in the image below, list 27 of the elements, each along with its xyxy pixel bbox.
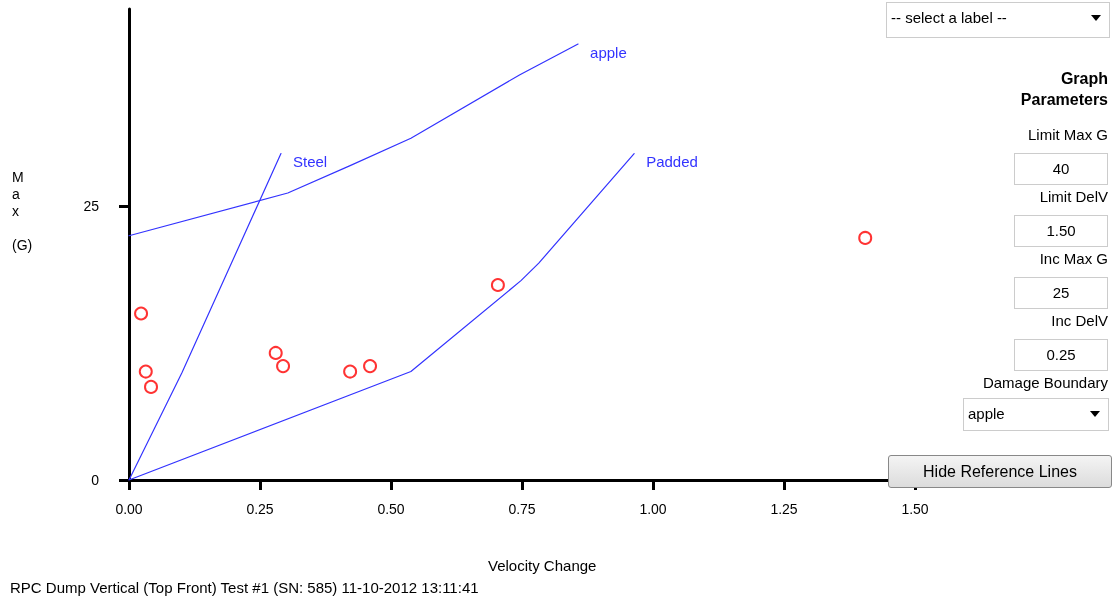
x-tick-label: 0.75 bbox=[508, 501, 536, 517]
series-label: Padded bbox=[646, 153, 698, 171]
x-axis-title: Velocity Change bbox=[488, 557, 597, 574]
x-tick-label: 1.25 bbox=[770, 501, 798, 517]
text: Limit Max G bbox=[1027, 126, 1108, 143]
x-tick-label: 0.00 bbox=[115, 501, 143, 517]
text: apple bbox=[963, 398, 1109, 431]
text: Hide Reference Lines bbox=[888, 455, 1112, 488]
text: Inc DelV bbox=[1051, 312, 1108, 329]
annotation: -- select a label -- bbox=[886, 2, 1110, 38]
text: Max (G) bbox=[12, 168, 33, 253]
y-tick-label: 0 bbox=[91, 472, 100, 488]
text: Damage Boundary bbox=[982, 374, 1108, 391]
x-tick-label: 0.25 bbox=[246, 501, 274, 517]
text: Inc Max G bbox=[1039, 250, 1108, 267]
series-label: apple bbox=[590, 43, 627, 61]
text: 1.50 bbox=[1014, 215, 1108, 247]
text: Graph Parameters bbox=[1019, 69, 1108, 110]
series-label: Steel bbox=[292, 153, 328, 171]
text: Limit DelV bbox=[1039, 188, 1108, 205]
text: RPC Dump Vertical (Top Front) Test #1 (SN: 585) 11-10-2012 13:11:41 bbox=[10, 579, 479, 596]
text: 25 bbox=[1014, 277, 1108, 309]
x-tick-label: 0.50 bbox=[377, 501, 405, 517]
x-tick-label: 1.00 bbox=[639, 501, 667, 517]
x-tick-label: 1.50 bbox=[901, 501, 929, 517]
text: 0.25 bbox=[1014, 339, 1108, 371]
text: 40 bbox=[1014, 153, 1108, 185]
